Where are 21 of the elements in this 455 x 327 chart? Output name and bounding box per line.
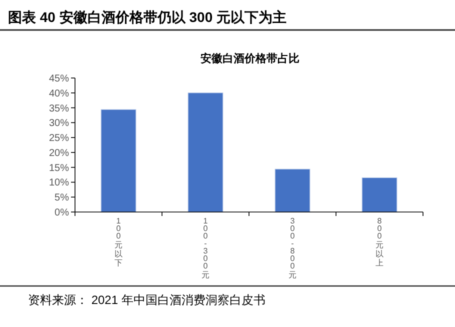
chart-subtitle: 安徽白酒价格带占比 [200,52,300,65]
y-tick-label: 10% [48,178,70,189]
x-tick-label: 800元以上 [376,216,384,268]
bar [100,109,136,212]
y-tick-label: 45% [48,74,70,84]
x-tick-label: 100-300元 [202,216,210,280]
y-tick-label: 30% [48,118,70,130]
y-tick-label: 40% [48,88,70,100]
text: 资料来源： 2021 年中国白酒消费洞察白皮书 [28,293,266,307]
x-tick-label: 300-800元 [288,216,296,280]
y-tick-label: 20% [48,148,70,159]
y-tick-label: 35% [48,103,70,114]
y-tick-label: 5% [54,192,70,204]
chart-title: 图表 40 安徽白酒价格带仍以 300 元以下为主 [8,9,286,25]
y-tick-label: 25% [48,133,70,144]
bar [362,177,398,212]
bar [188,92,224,212]
y-tick-label: 0% [54,208,70,218]
x-tick-label: 100元以下 [114,216,122,268]
y-tick-label: 15% [48,162,70,174]
bar [274,168,310,212]
